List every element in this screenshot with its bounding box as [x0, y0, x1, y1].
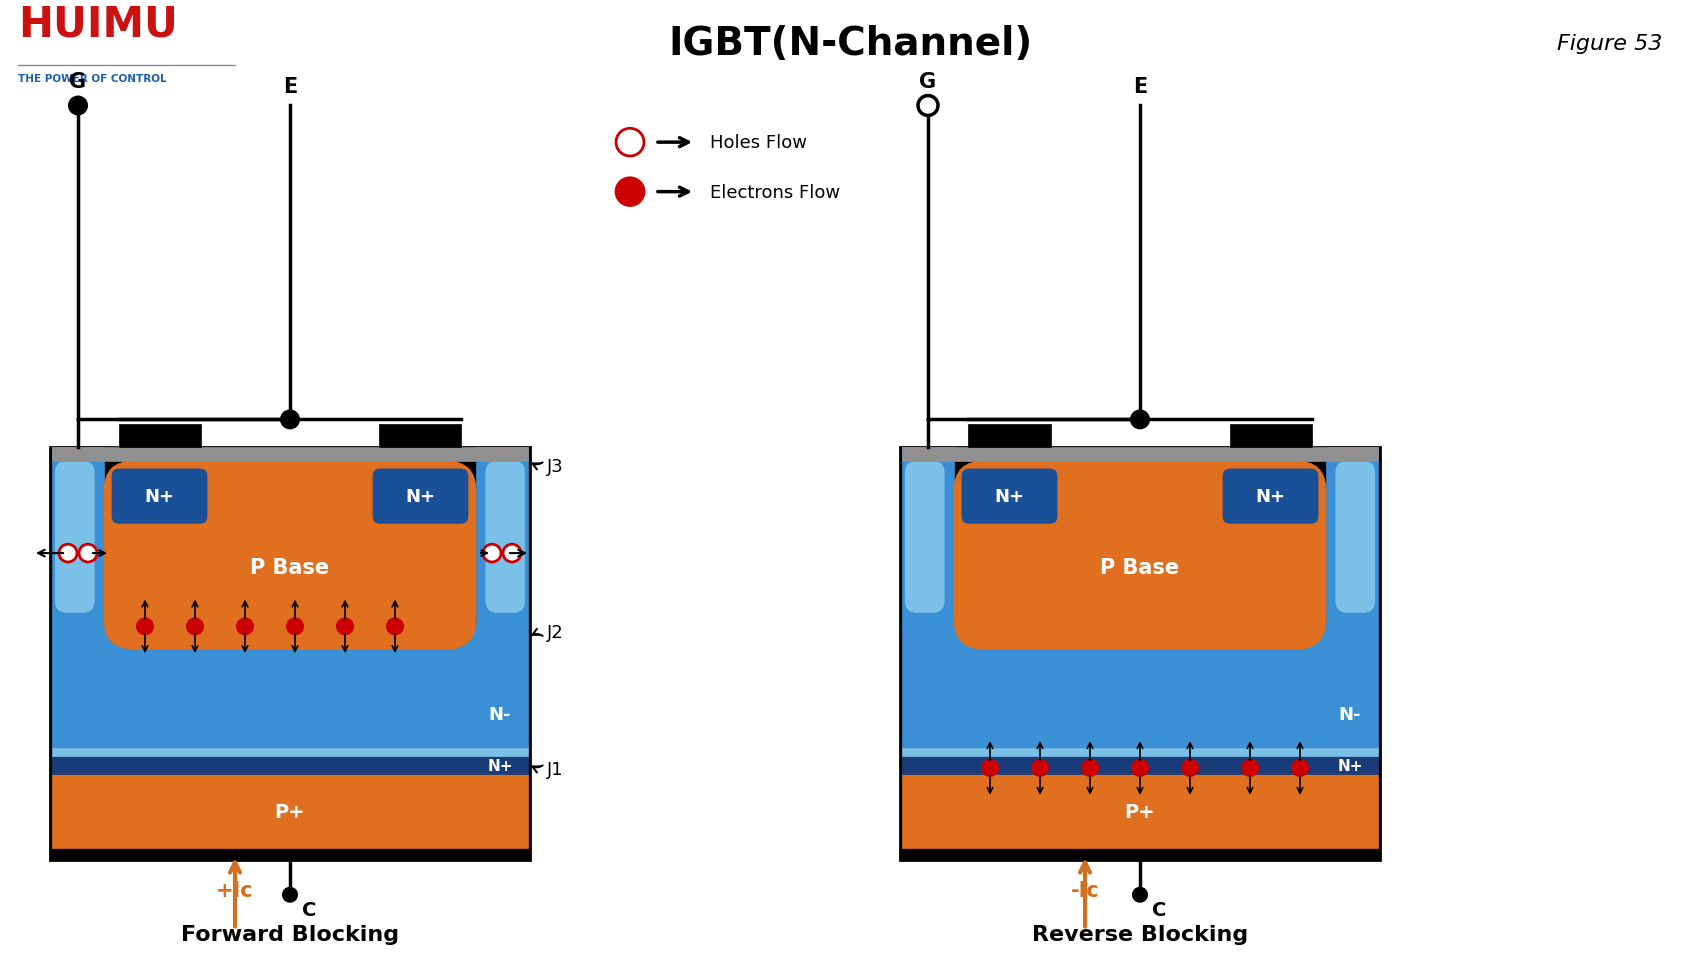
FancyBboxPatch shape	[1336, 461, 1375, 612]
Bar	[53, 774, 528, 848]
Circle shape	[616, 129, 643, 157]
FancyBboxPatch shape	[54, 461, 94, 612]
Text: N-: N-	[488, 704, 511, 723]
Circle shape	[1242, 761, 1258, 776]
Text: P Base: P Base	[250, 557, 330, 578]
Text: P Base: P Base	[1101, 557, 1179, 578]
Text: THE POWER OF CONTROL: THE POWER OF CONTROL	[19, 74, 167, 83]
Text: G: G	[70, 72, 87, 91]
Circle shape	[1132, 411, 1149, 429]
FancyBboxPatch shape	[962, 469, 1057, 524]
Circle shape	[136, 619, 153, 635]
Text: E: E	[1134, 77, 1147, 97]
Bar	[902, 448, 955, 625]
Circle shape	[70, 98, 87, 115]
Bar	[968, 425, 1050, 448]
Bar	[902, 448, 1379, 461]
Circle shape	[1292, 761, 1309, 776]
Bar	[119, 425, 201, 448]
Circle shape	[187, 619, 203, 635]
Text: N+: N+	[487, 758, 512, 772]
Text: C: C	[1152, 900, 1166, 920]
Circle shape	[288, 619, 303, 635]
Bar	[902, 748, 1379, 757]
Bar	[49, 448, 529, 860]
Text: J3: J3	[546, 457, 563, 476]
Circle shape	[60, 545, 77, 562]
Text: N+: N+	[1338, 758, 1363, 772]
Circle shape	[1134, 888, 1147, 902]
Circle shape	[386, 619, 403, 635]
Circle shape	[1181, 761, 1198, 776]
FancyBboxPatch shape	[373, 469, 468, 524]
Bar	[53, 448, 104, 625]
FancyBboxPatch shape	[905, 461, 945, 612]
Bar	[380, 425, 461, 448]
Text: N+: N+	[145, 487, 175, 506]
Circle shape	[283, 888, 298, 902]
Circle shape	[1082, 761, 1098, 776]
Circle shape	[78, 545, 97, 562]
Text: J1: J1	[546, 761, 563, 778]
Text: G: G	[919, 72, 936, 91]
FancyBboxPatch shape	[104, 461, 477, 649]
FancyBboxPatch shape	[112, 469, 208, 524]
Circle shape	[483, 545, 500, 562]
Text: Electrons Flow: Electrons Flow	[710, 183, 841, 202]
Text: N+: N+	[405, 487, 436, 506]
FancyBboxPatch shape	[485, 461, 524, 612]
Text: Holes Flow: Holes Flow	[710, 134, 807, 152]
Bar	[53, 625, 528, 748]
Text: N+: N+	[1256, 487, 1285, 506]
Bar	[477, 448, 528, 625]
Bar	[1326, 448, 1379, 625]
Text: E: E	[283, 77, 298, 97]
Text: J2: J2	[546, 624, 563, 641]
Circle shape	[917, 97, 938, 116]
Text: C: C	[301, 900, 317, 920]
Bar	[53, 448, 528, 461]
Text: N-: N-	[1339, 704, 1362, 723]
Circle shape	[237, 619, 254, 635]
Text: +Ic: +Ic	[216, 880, 254, 900]
Text: HUIMU: HUIMU	[19, 3, 179, 46]
FancyBboxPatch shape	[1224, 469, 1317, 524]
Text: Forward Blocking: Forward Blocking	[180, 924, 398, 945]
Text: P+: P+	[274, 801, 305, 821]
Text: IGBT(N-Channel): IGBT(N-Channel)	[669, 25, 1033, 63]
Bar	[902, 774, 1379, 848]
Circle shape	[1031, 761, 1048, 776]
FancyBboxPatch shape	[955, 461, 1326, 649]
Circle shape	[281, 411, 300, 429]
Bar	[1229, 425, 1312, 448]
Circle shape	[982, 761, 997, 776]
Text: Reverse Blocking: Reverse Blocking	[1031, 924, 1248, 945]
Bar	[53, 748, 528, 757]
Text: N+: N+	[994, 487, 1025, 506]
Bar	[900, 448, 1380, 860]
Circle shape	[616, 178, 643, 206]
Circle shape	[337, 619, 352, 635]
Text: P+: P+	[1125, 801, 1156, 821]
Text: Figure 53: Figure 53	[1557, 34, 1663, 54]
Text: -Ic: -Ic	[1071, 880, 1099, 900]
Bar	[902, 625, 1379, 748]
Bar	[902, 757, 1379, 774]
Circle shape	[1132, 761, 1149, 776]
Circle shape	[504, 545, 521, 562]
Bar	[53, 757, 528, 774]
